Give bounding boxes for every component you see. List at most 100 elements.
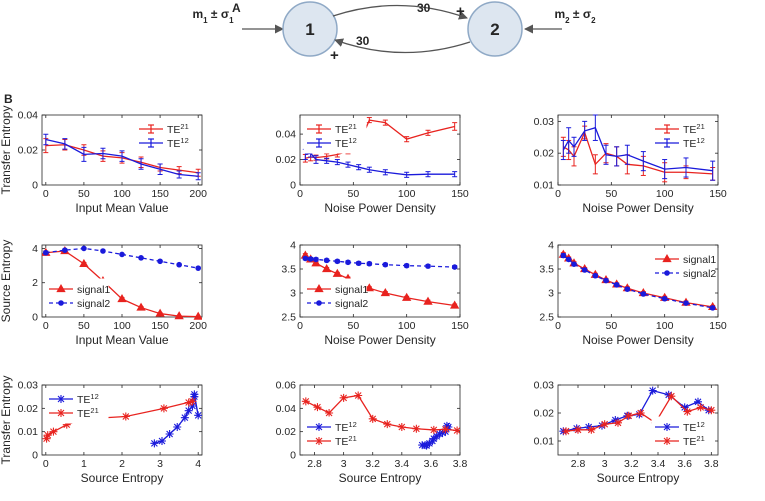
x-tick-label: 0	[43, 320, 49, 332]
x-tick-label: 4	[195, 458, 201, 470]
y-tick-label: 4	[548, 240, 554, 252]
legend-entry: signal1	[77, 284, 110, 296]
x-tick-label: 50	[605, 188, 617, 200]
y-tick-label: 0.01	[534, 180, 555, 192]
y-tick-label: 0	[32, 312, 38, 324]
marker-sl-legend	[57, 395, 65, 403]
legend-entry: TE12	[167, 136, 189, 151]
marker-s1-2	[313, 256, 319, 263]
x-tick-label: 3	[157, 458, 163, 470]
x-tick-label: 100	[656, 188, 674, 200]
marker-s0-6	[188, 402, 197, 410]
marker-s1-1	[313, 403, 322, 412]
marker-s1-7	[624, 286, 631, 292]
panel-label-b: B	[4, 92, 13, 106]
marker-s0-3	[173, 423, 182, 431]
x-tick-label: 150	[451, 320, 469, 332]
marker-sl-legend	[315, 437, 323, 445]
legend-entry: TE12	[335, 420, 357, 435]
series-group	[559, 386, 716, 436]
marker-s1-8	[382, 261, 389, 268]
marker-s0-8	[380, 287, 390, 297]
x-axis-label: Input Mean Value	[75, 201, 169, 215]
marker-s1-0	[562, 427, 570, 436]
legend: signal1 signal2	[45, 278, 110, 314]
legend: signal1 signal2	[651, 248, 716, 284]
marker-sl-legend	[316, 300, 322, 306]
series-group	[558, 249, 718, 311]
marker-s1-2	[49, 427, 58, 436]
marker-s1-4	[119, 251, 125, 258]
marker-sl-legend	[663, 437, 671, 445]
plot-frame	[557, 384, 719, 456]
marker-sl-legend	[56, 283, 66, 293]
x-tick-label: 150	[709, 320, 727, 332]
x-tick-label: 2	[119, 458, 125, 470]
legend-entry: TE12	[683, 136, 705, 151]
network-diagram: A m1 ± σ1 1 2 30 + 30 + m2 ± σ2	[192, 1, 596, 64]
marker-s1-2	[325, 409, 334, 417]
marker-s1-4	[592, 272, 599, 279]
y-tick-label: 3	[290, 288, 296, 300]
marker-s1-6	[157, 258, 163, 265]
legend-entry: TE21	[335, 122, 357, 137]
series-line-red	[563, 130, 713, 175]
edge-1-to-2	[332, 4, 468, 20]
edge-2-to-1-weight: 30	[356, 34, 370, 48]
legend-entry: TE21	[77, 406, 99, 421]
legend-entry: TE12	[335, 136, 357, 151]
node-2-label: 2	[490, 20, 499, 39]
marker-s1-5	[121, 412, 130, 421]
legend-entry: signal1	[683, 254, 716, 266]
y-tick-label: 2	[32, 277, 38, 289]
legend-box	[303, 278, 367, 314]
marker-s1-11	[709, 305, 716, 311]
chart-r3c3: 2.8 3 3.2 3.4 3.6 3.8 0.01 0.02 0.03 Source Entro…	[534, 380, 719, 486]
marker-s1-2	[587, 425, 596, 434]
y-tick-label: 0.04	[276, 129, 297, 141]
marker-s1-2	[81, 245, 87, 252]
marker-sl-legend	[58, 300, 64, 306]
marker-s1-6	[613, 282, 620, 288]
legend-box	[651, 248, 715, 284]
x-tick-label: 3.4	[395, 458, 410, 470]
marker-s1-11	[453, 426, 460, 435]
marker-s1-8	[184, 398, 193, 407]
x-tick-label: 50	[78, 320, 90, 332]
marker-s0-7	[174, 311, 184, 320]
y-tick-label: 0.02	[18, 145, 39, 157]
marker-s1-0	[42, 434, 51, 443]
marker-s1-2	[571, 261, 577, 268]
x-axis-label: Noise Power Density	[324, 333, 435, 347]
marker-s1-3	[100, 248, 106, 254]
marker-s1-8	[412, 424, 421, 433]
plot-frame	[299, 114, 461, 186]
x-tick-label: 150	[151, 188, 169, 200]
marker-s0-6	[155, 308, 165, 317]
marker-s1-7	[366, 260, 373, 267]
marker-s0-9	[402, 292, 412, 301]
chart-r1c3: 0 50 100 150 0.01 0.02 0.03 Noise Power Density…	[534, 114, 727, 215]
x-tick-label: 1	[81, 458, 87, 470]
x-tick-label: 0	[43, 188, 49, 200]
x-tick-label: 3.2	[365, 458, 380, 470]
chart-r2c2: 0 50 100 150 2.5 3 3.5 4 Noise Power Density sign…	[281, 240, 469, 348]
x-tick-label: 150	[151, 320, 169, 332]
chart-r3c2: 2.8 3 3.2 3.4 3.6 3.8 0 0.02 0.04 0.06 Source Entr…	[276, 380, 468, 486]
marker-s1-4	[614, 418, 622, 427]
marker-s1-9	[661, 295, 668, 302]
marker-s1-10	[425, 263, 431, 269]
marker-s1-5	[345, 259, 351, 266]
node-1-label: 1	[305, 20, 314, 39]
marker-s1-11	[707, 406, 716, 415]
marker-s1-6	[636, 409, 645, 417]
x-axis-label: Noise Power Density	[582, 333, 693, 347]
marker-s0-0	[150, 439, 159, 448]
marker-s1-1	[565, 256, 572, 263]
edge-2-to-1-sign: +	[330, 47, 339, 64]
marker-s0-4	[180, 413, 189, 422]
